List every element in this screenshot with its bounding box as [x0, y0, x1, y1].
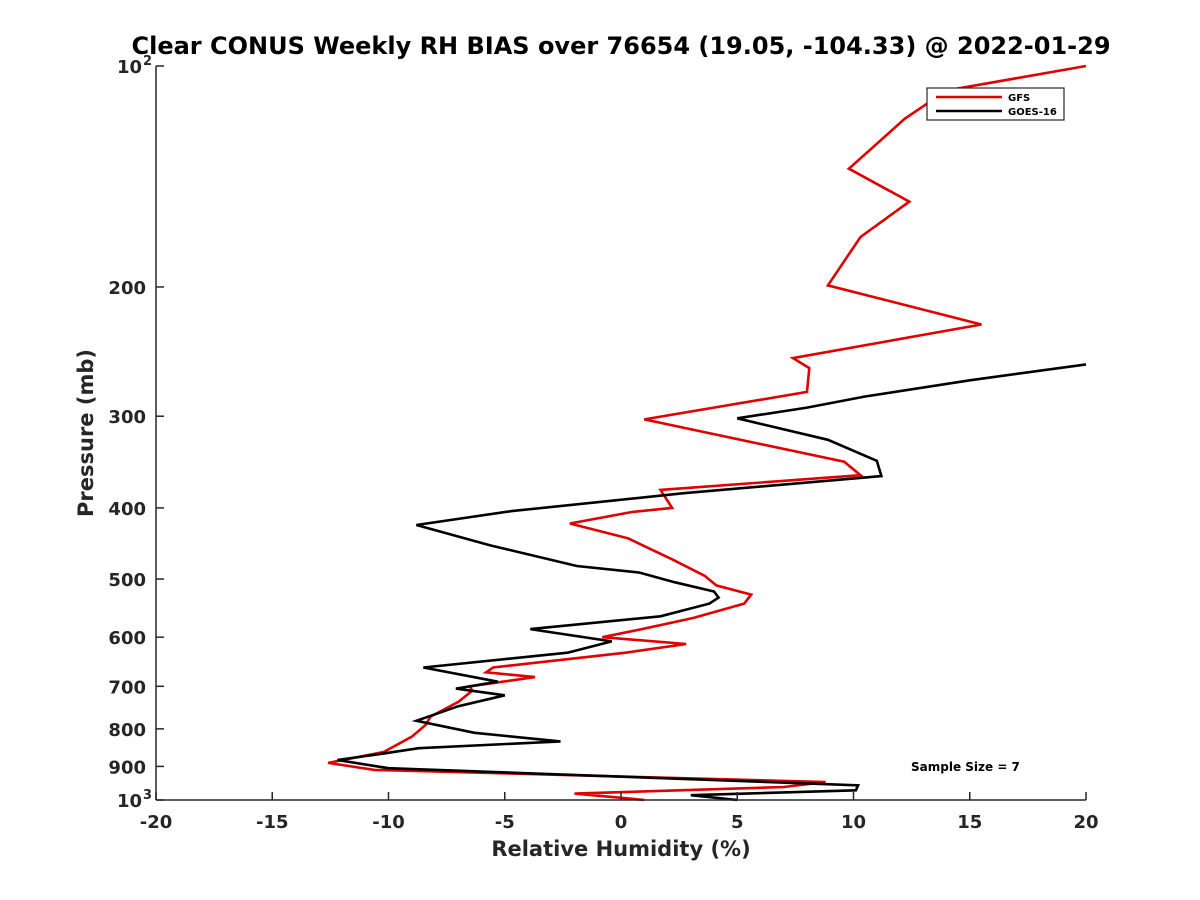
- sample-size-annotation: Sample Size = 7: [911, 760, 1020, 774]
- y-tick-label: 600: [108, 628, 146, 649]
- legend-box: [926, 87, 1065, 121]
- x-tick-label: 15: [957, 812, 982, 833]
- y-tick-label: 10: [117, 57, 142, 78]
- y-tick-label: 500: [108, 570, 146, 591]
- y-tick-label: 300: [108, 407, 146, 428]
- series-line-goes-16: [337, 363, 1087, 802]
- y-tick-label: 900: [108, 757, 146, 778]
- x-tick-label: -10: [372, 812, 405, 833]
- legend-label-gfs: GFS: [1008, 93, 1030, 104]
- y-tick-label: 700: [108, 677, 146, 698]
- chart-title: Clear CONUS Weekly RH BIAS over 76654 (1…: [131, 32, 1110, 60]
- x-tick-label: 20: [1073, 812, 1098, 833]
- x-tick-label: 5: [731, 812, 744, 833]
- y-axis-label: Pressure (mb): [74, 349, 98, 517]
- y-tick-label: 400: [108, 499, 146, 520]
- y-tick-exponent: 3: [143, 788, 152, 803]
- y-tick-label: 200: [108, 278, 146, 299]
- y-tick-label: 800: [108, 720, 146, 741]
- x-tick-label: -5: [495, 812, 515, 833]
- y-tick-exponent: 2: [143, 54, 152, 69]
- x-axis-label: Relative Humidity (%): [491, 837, 750, 861]
- x-tick-label: 10: [841, 812, 866, 833]
- axes: -20 -15 -10 -5 0 5 10 15 20 10 220030040050060070…: [108, 54, 1098, 833]
- x-ticks: -20 -15 -10 -5 0 5 10 15 20: [140, 792, 1099, 833]
- x-tick-label: -20: [140, 812, 173, 833]
- legend-label-goes-16: GOES-16: [1008, 107, 1057, 118]
- x-tick-label: -15: [256, 812, 289, 833]
- series-line-gfs: [327, 64, 1087, 802]
- plot-area: [327, 64, 1087, 802]
- x-tick-label: 0: [615, 812, 628, 833]
- y-tick-label: 10: [117, 791, 142, 812]
- legend: GFS GOES-16: [926, 87, 1065, 121]
